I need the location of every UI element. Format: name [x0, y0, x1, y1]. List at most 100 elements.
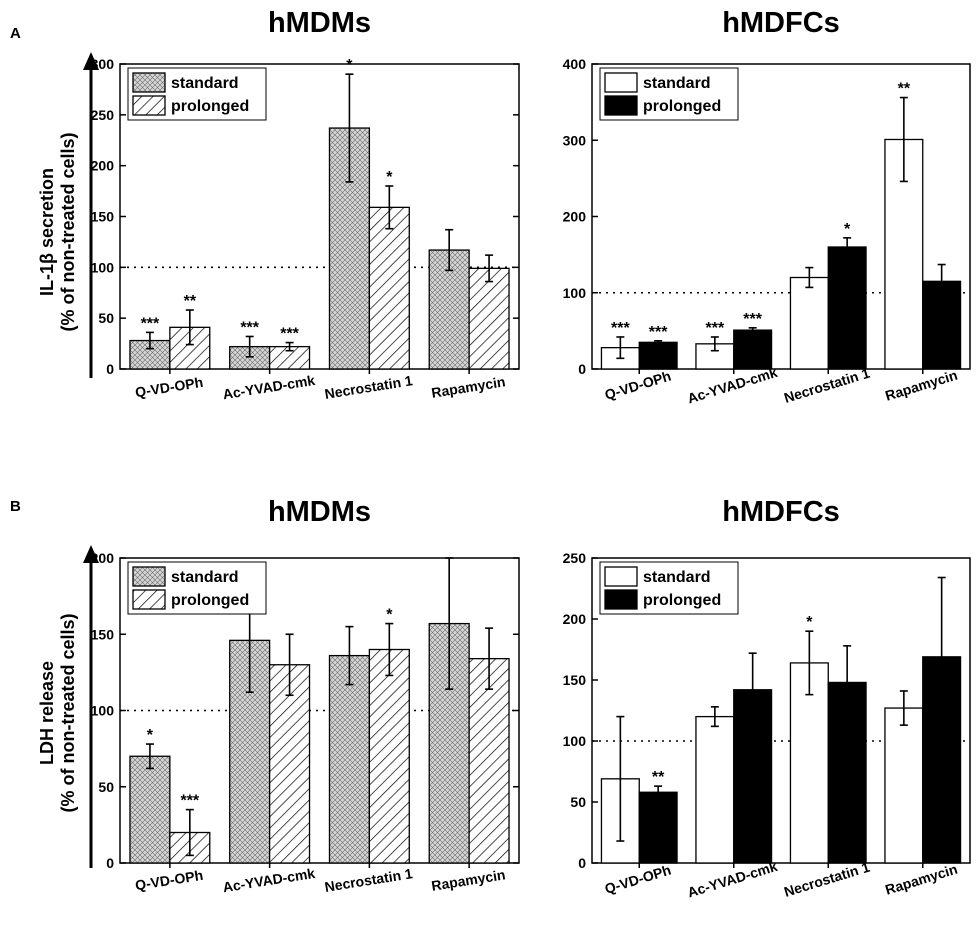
legend-label-standard: standard — [171, 75, 239, 92]
significance-label: *** — [611, 320, 630, 337]
bar-prolonged — [638, 341, 678, 370]
y-tick-label: 0 — [106, 361, 114, 377]
bar-prolonged — [268, 664, 311, 864]
y-tick-label: 200 — [91, 158, 115, 174]
error-bar — [185, 309, 194, 346]
error-bar — [285, 341, 294, 352]
y-label-b-line2: (% of non-treated cells) — [58, 613, 78, 812]
significance-label: * — [806, 614, 813, 631]
error-bar — [937, 263, 946, 299]
significance-label: * — [346, 57, 353, 74]
error-bar — [245, 335, 254, 358]
significance-label: ** — [898, 81, 911, 98]
panel-label-a: A — [10, 25, 21, 42]
legend: standard prolonged — [127, 561, 267, 615]
significance-label: ** — [184, 293, 197, 310]
x-category-label: Q-VD-OPh — [603, 368, 673, 403]
significance-label: *** — [141, 315, 160, 332]
significance-label: * — [147, 727, 154, 744]
legend: standard prolonged — [599, 67, 739, 121]
significance-label: *** — [706, 320, 725, 337]
bar-standard — [695, 715, 735, 864]
chart-title: hMDMs — [268, 7, 371, 39]
y-label-a-line2: (% of non-treated cells) — [58, 132, 78, 331]
x-category-label: Rapamycin — [883, 861, 959, 898]
y-tick-label: 300 — [91, 56, 115, 72]
significance-label: *** — [240, 319, 259, 336]
legend: standard prolonged — [127, 67, 267, 121]
y-tick-label: 200 — [563, 209, 587, 225]
error-bar — [616, 336, 625, 360]
bar-prolonged — [368, 206, 410, 370]
bar-prolonged — [733, 329, 773, 370]
legend-label-prolonged: prolonged — [643, 592, 721, 609]
x-category-label: Q-VD-OPh — [134, 867, 204, 894]
error-bar — [385, 622, 394, 677]
error-bar — [710, 706, 719, 728]
significance-label: *** — [180, 793, 199, 810]
x-category-label: Rapamycin — [883, 367, 959, 404]
bar-standard — [789, 276, 829, 370]
error-bar — [843, 645, 852, 720]
x-category-label: Ac-YVAD-cmk — [222, 372, 317, 402]
legend-label-standard: standard — [643, 569, 711, 586]
error-bar — [345, 73, 354, 183]
legend-swatch-prolonged — [132, 589, 166, 610]
x-category-label: Q-VD-OPh — [134, 374, 204, 401]
y-tick-label: 150 — [91, 626, 115, 642]
error-bar — [145, 743, 154, 770]
bar-standard — [884, 707, 924, 864]
significance-label: *** — [280, 326, 299, 343]
significance-label: *** — [743, 311, 762, 328]
bar-prolonged — [827, 246, 867, 370]
x-category-label: Ac-YVAD-cmk — [685, 858, 779, 901]
y-tick-label: 100 — [91, 259, 115, 275]
plot-frame — [591, 557, 971, 864]
error-bar — [445, 228, 454, 272]
y-arrow-b — [83, 545, 99, 868]
y-tick-label: 100 — [91, 703, 115, 719]
bar-prolonged — [468, 267, 510, 370]
error-bar — [285, 633, 294, 697]
y-tick-label: 400 — [563, 56, 587, 72]
legend-swatch-prolonged — [604, 95, 638, 116]
legend-swatch-standard — [132, 566, 166, 587]
panel-label-b: B — [10, 498, 21, 515]
significance-label: * — [844, 221, 851, 238]
y-tick-label: 50 — [98, 779, 114, 795]
y-tick-label: 50 — [98, 310, 114, 326]
y-tick-label: 100 — [563, 285, 587, 301]
y-label-b-line1: LDH release — [37, 661, 57, 765]
x-category-label: Necrostatin 1 — [782, 365, 872, 406]
y-arrow-a — [83, 52, 99, 378]
y-tick-label: 250 — [91, 107, 115, 123]
y-tick-label: 150 — [91, 209, 115, 225]
bar-standard — [129, 755, 171, 864]
chart-title: hMDFCs — [722, 7, 840, 39]
bar-standard — [884, 138, 924, 370]
y-tick-label: 0 — [578, 855, 586, 871]
error-bar — [485, 627, 494, 690]
significance-label: * — [386, 169, 393, 186]
chart-title: hMDMs — [268, 496, 371, 528]
x-category-label: Rapamycin — [430, 373, 506, 400]
bar-prolonged — [368, 648, 410, 864]
x-category-label: Necrostatin 1 — [782, 859, 872, 900]
error-bar — [843, 237, 852, 257]
error-bar — [748, 327, 757, 334]
chart-title: hMDFCs — [722, 496, 840, 528]
significance-label: *** — [649, 324, 668, 341]
y-tick-label: 50 — [570, 794, 586, 810]
error-bar — [748, 652, 757, 728]
y-tick-label: 0 — [578, 361, 586, 377]
legend-swatch-prolonged — [604, 589, 638, 610]
bar-prolonged — [638, 791, 678, 864]
error-bar — [485, 254, 494, 283]
legend-swatch-standard — [604, 72, 638, 93]
x-category-label: Ac-YVAD-cmk — [685, 364, 779, 407]
